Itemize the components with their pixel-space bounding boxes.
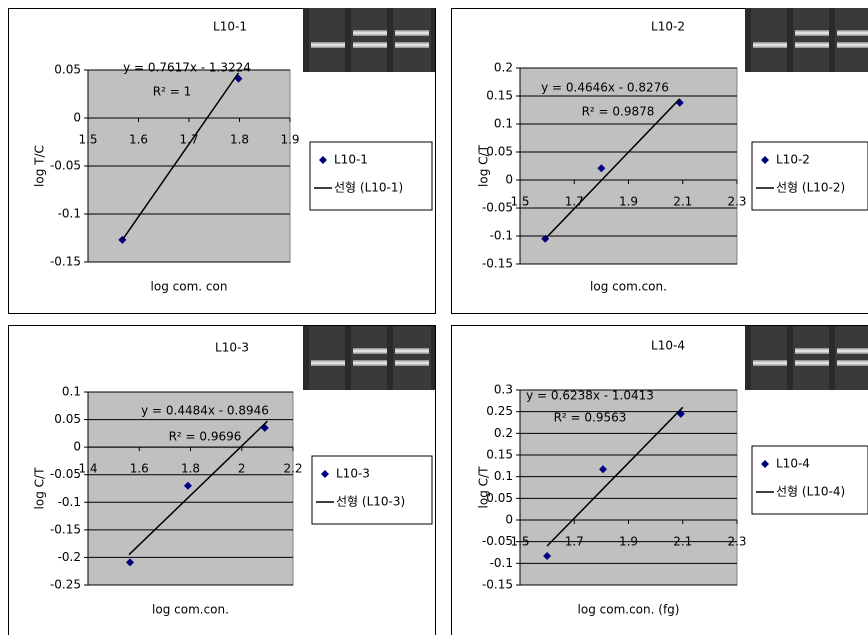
chart-title: L10-3 bbox=[215, 341, 249, 355]
annotation: y = 0.7617x - 1.3224 bbox=[123, 61, 251, 75]
x-tick-label: 1.8 bbox=[230, 133, 249, 147]
legend-label: L10-3 bbox=[336, 467, 370, 481]
x-tick-label: 1.6 bbox=[129, 133, 148, 147]
y-tick-label: -0.1 bbox=[58, 495, 81, 509]
y-tick-label: 0.1 bbox=[494, 469, 513, 483]
legend-label: L10-2 bbox=[776, 153, 810, 167]
x-axis-label: log com. con bbox=[151, 280, 228, 294]
y-tick-label: 0.15 bbox=[486, 89, 513, 103]
y-tick-label: -0.1 bbox=[490, 556, 513, 570]
y-tick-label: -0.2 bbox=[58, 550, 81, 564]
legend-label: L10-1 bbox=[334, 153, 368, 167]
x-axis-label: log com.con. bbox=[152, 603, 229, 617]
y-tick-label: 0.05 bbox=[54, 412, 81, 426]
y-tick-label: -0.1 bbox=[58, 207, 81, 221]
y-tick-label: -0.15 bbox=[482, 257, 513, 271]
legend-label: 선형 (L10-3) bbox=[336, 495, 405, 509]
page: 0.05 0 -0.05 -0.1 -0.15 1.5 1.6 1.7 1.8 1.9 y = 0.… bbox=[0, 0, 868, 635]
plot-area bbox=[520, 390, 737, 585]
y-tick-label: 0.05 bbox=[54, 63, 81, 77]
plot-area bbox=[520, 68, 737, 264]
y-tick-label: 0 bbox=[73, 440, 81, 454]
gel-image bbox=[303, 8, 435, 72]
y-tick-label: 0 bbox=[505, 173, 513, 187]
y-tick-label: -0.15 bbox=[50, 255, 81, 269]
x-tick-label: 1.5 bbox=[510, 535, 529, 549]
legend-label: 선형 (L10-4) bbox=[776, 485, 845, 499]
x-tick-label: 1.6 bbox=[130, 462, 149, 476]
y-tick-label: -0.05 bbox=[482, 201, 513, 215]
y-tick-label: -0.05 bbox=[50, 159, 81, 173]
chart-title: L10-1 bbox=[213, 20, 247, 34]
legend-box bbox=[312, 456, 432, 524]
y-tick-label: -0.05 bbox=[50, 467, 81, 481]
x-tick-label: 2.2 bbox=[283, 462, 302, 476]
y-tick-label: 0.25 bbox=[486, 404, 513, 418]
x-tick-label: 1.9 bbox=[619, 195, 638, 209]
legend-label: 선형 (L10-1) bbox=[334, 181, 403, 195]
x-tick-label: 1.7 bbox=[565, 535, 584, 549]
legend-label: 선형 (L10-2) bbox=[776, 181, 845, 195]
y-tick-label: 0 bbox=[505, 513, 513, 527]
gel-image bbox=[745, 8, 868, 72]
y-tick-label: -0.25 bbox=[50, 578, 81, 592]
x-tick-label: 2 bbox=[238, 462, 246, 476]
x-axis-label: log com.con. bbox=[590, 280, 667, 294]
annotation: y = 0.6238x - 1.0413 bbox=[526, 389, 654, 403]
gel-image bbox=[745, 326, 868, 390]
y-axis-label: log C/T bbox=[477, 144, 491, 187]
chart-title: L10-2 bbox=[651, 20, 685, 34]
annotation: R² = 0.9696 bbox=[169, 430, 242, 444]
y-axis-label: log C/T bbox=[477, 466, 491, 509]
y-tick-label: 0.1 bbox=[62, 385, 81, 399]
plot-area bbox=[88, 392, 293, 585]
annotation: y = 0.4646x - 0.8276 bbox=[541, 81, 669, 95]
x-tick-label: 2.3 bbox=[727, 195, 746, 209]
y-tick-label: 0.15 bbox=[486, 448, 513, 462]
x-tick-label: 1.9 bbox=[280, 133, 299, 147]
annotation: R² = 1 bbox=[153, 85, 191, 99]
legend-box bbox=[752, 142, 868, 210]
chart-title: L10-4 bbox=[651, 339, 685, 353]
x-axis-label: log com.con. (fg) bbox=[578, 603, 680, 617]
gel-image bbox=[303, 326, 435, 390]
legend-label: L10-4 bbox=[776, 457, 810, 471]
y-tick-label: 0.2 bbox=[494, 61, 513, 75]
x-tick-label: 2.1 bbox=[673, 195, 692, 209]
y-axis-label: log C/T bbox=[33, 467, 47, 510]
x-tick-label: 1.4 bbox=[78, 462, 97, 476]
x-tick-label: 1.9 bbox=[619, 535, 638, 549]
y-tick-label: 0.3 bbox=[494, 383, 513, 397]
y-tick-label: 0.1 bbox=[494, 117, 513, 131]
y-tick-label: -0.15 bbox=[482, 578, 513, 592]
annotation: R² = 0.9563 bbox=[554, 411, 627, 425]
y-tick-label: -0.05 bbox=[482, 534, 513, 548]
x-tick-label: 1.8 bbox=[181, 462, 200, 476]
x-tick-label: 1.5 bbox=[78, 133, 97, 147]
annotation: R² = 0.9878 bbox=[582, 105, 655, 119]
legend-box bbox=[310, 142, 432, 210]
x-tick-label: 2.3 bbox=[727, 535, 746, 549]
y-tick-label: 0.2 bbox=[494, 426, 513, 440]
x-tick-label: 1.5 bbox=[510, 195, 529, 209]
y-axis-label: log T/C bbox=[33, 145, 47, 187]
legend-box bbox=[752, 446, 868, 514]
annotation: y = 0.4484x - 0.8946 bbox=[141, 404, 269, 418]
y-tick-label: 0 bbox=[73, 111, 81, 125]
x-tick-label: 2.1 bbox=[673, 535, 692, 549]
y-tick-label: -0.1 bbox=[490, 229, 513, 243]
y-tick-label: -0.15 bbox=[50, 522, 81, 536]
